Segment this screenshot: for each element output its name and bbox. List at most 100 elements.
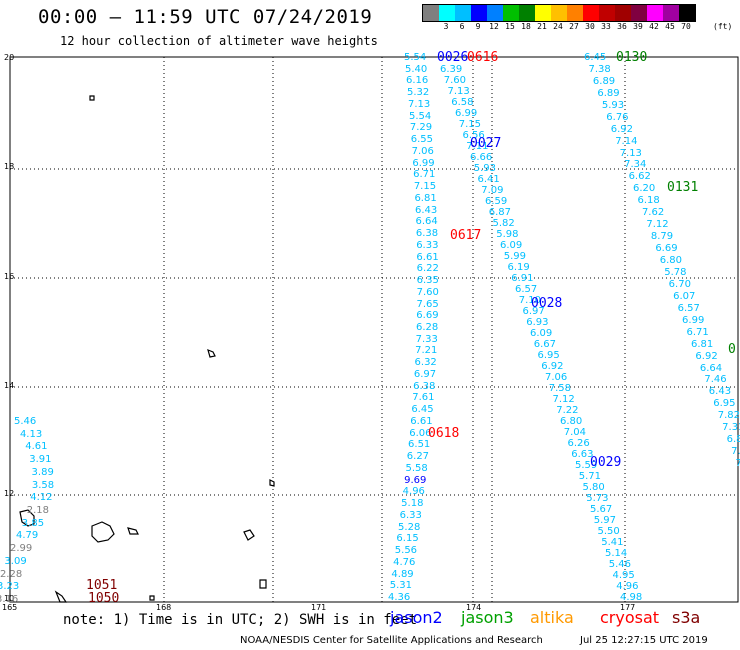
swh-value: 7.46	[704, 374, 727, 386]
island-coastline	[259, 579, 267, 589]
swh-value: 6.32	[414, 357, 437, 369]
credit-line: NOAA/NESDIS Center for Satellite Applica…	[240, 635, 543, 646]
swh-value: 4.79	[16, 530, 39, 542]
swh-value: 7.60	[443, 75, 467, 86]
swh-value: 7.10	[518, 295, 542, 306]
swh-value: 2.18	[26, 505, 49, 516]
swh-value: 5.97	[593, 515, 617, 526]
legend-tick-label: 30	[585, 22, 595, 31]
swh-value: 7.34	[624, 159, 647, 171]
pass-id-label: 1051	[86, 578, 118, 593]
swh-value: 6.15	[396, 533, 419, 545]
swh-value: 7.65	[416, 298, 439, 310]
swh-value: 5.73	[586, 493, 609, 504]
swh-value: 7.13	[408, 98, 431, 110]
swh-value: 6.92	[695, 350, 718, 362]
swh-value: 4.13	[19, 428, 43, 440]
swh-value: 4.98	[620, 592, 643, 603]
swh-value: 5.32	[407, 87, 430, 99]
swh-value: 6.35	[416, 275, 439, 287]
swh-value: 6.61	[410, 415, 433, 427]
swh-value: 6.71	[686, 326, 709, 338]
swh-value: 5.80	[582, 482, 605, 493]
island-coastline	[54, 590, 68, 603]
swh-value: 6.26	[567, 438, 590, 449]
swh-value: 6.16	[406, 75, 429, 87]
lon-tick-label: 165	[2, 603, 18, 612]
swh-value: 6.06	[409, 427, 432, 439]
legend-tick-label: 18	[521, 22, 531, 31]
legend-tick-label: 15	[505, 22, 515, 31]
swh-value: 6.33	[416, 239, 439, 251]
swh-value: 5.98	[496, 229, 519, 240]
swh-value: 3.89	[31, 466, 54, 478]
swh-value: 6.09	[500, 240, 523, 251]
swh-value: 6.95	[537, 350, 560, 361]
swh-value: 7.82	[717, 410, 740, 422]
swh-value: 7.62	[641, 207, 665, 219]
legend-swatch	[551, 5, 567, 21]
swh-value: 5.56	[394, 545, 418, 557]
swh-value: 7.13	[447, 86, 470, 97]
swh-value: 7.15	[731, 446, 740, 458]
legend-swatch	[503, 5, 519, 21]
swh-value: 8.79	[650, 231, 674, 243]
footnote: note: 1) Time is in UTC; 2) SWH is in fe…	[63, 612, 418, 628]
legend-tick-label: 42	[649, 22, 659, 31]
swh-value: 6.22	[416, 263, 439, 275]
legend-swatch	[599, 5, 615, 21]
swh-value: 6.43	[708, 386, 732, 398]
swh-value: 6.51	[408, 439, 431, 451]
legend-swatch	[439, 5, 455, 21]
island-coastline	[89, 95, 95, 101]
island-coastline	[243, 529, 255, 541]
swh-value: 6.80	[659, 255, 683, 267]
lat-tick-label: 20	[4, 53, 15, 62]
map-title: 00:00 – 11:59 UTC 07/24/2019	[38, 6, 373, 28]
lat-tick-label: 18	[4, 162, 15, 171]
swh-value: 6.71	[413, 169, 436, 181]
swh-value: 4.61	[25, 441, 48, 453]
swh-value: 7.14	[615, 135, 638, 147]
legend-tick-label: 39	[633, 22, 643, 31]
color-scale-labels: 3 6 9 12 15 18 21 24 27 30 33 36 39 42 45 70	[422, 22, 694, 31]
swh-value: 6.20	[633, 183, 656, 195]
lat-tick-label: 10	[4, 594, 15, 603]
satellite-legend-jason3: jason3	[461, 608, 514, 627]
pass-id-label: 0026	[437, 50, 469, 65]
legend-tick-label: 70	[681, 22, 691, 31]
swh-value: 6.66	[470, 152, 493, 163]
swh-value: 6.56	[462, 130, 485, 141]
swh-value: 6.38	[415, 228, 439, 240]
swh-value: 7.06	[545, 372, 568, 383]
island-coastline	[127, 527, 139, 535]
swh-value: 3.23	[0, 581, 20, 593]
swh-value: 4.76	[393, 556, 416, 568]
legend-tick-label: 12	[489, 22, 499, 31]
swh-value: 7.04	[563, 427, 587, 438]
swh-value: 6.61	[416, 251, 439, 263]
swh-value: 5.93	[601, 99, 625, 111]
swh-value: 6.81	[414, 192, 437, 204]
swh-value: 5.50	[597, 526, 620, 537]
timestamp: Jul 25 12:27:15 UTC 2019	[580, 635, 708, 646]
swh-value: 7.29	[409, 122, 433, 134]
pass-id-label: 1050	[88, 591, 120, 606]
swh-value: 5.54	[408, 110, 432, 122]
pass-id-label: 0029	[590, 455, 622, 470]
swh-value: 5.46	[608, 559, 632, 570]
swh-value: 9.69	[404, 474, 427, 486]
swh-value: 7.21	[415, 345, 438, 357]
swh-value: 5.41	[601, 537, 624, 548]
legend-swatch	[615, 5, 631, 21]
legend-tick-label: 33	[601, 22, 611, 31]
swh-value: 6.93	[526, 317, 549, 328]
swh-value: 7.13	[619, 147, 642, 159]
swh-value: 6.07	[673, 290, 696, 302]
swh-value: 2.28	[0, 568, 23, 580]
island-coastline	[19, 509, 35, 527]
legend-swatch	[679, 5, 695, 21]
swh-value: 6.97	[522, 306, 545, 317]
swh-value: 3.16	[0, 594, 19, 605]
pass-id-label: 0028	[531, 296, 563, 311]
